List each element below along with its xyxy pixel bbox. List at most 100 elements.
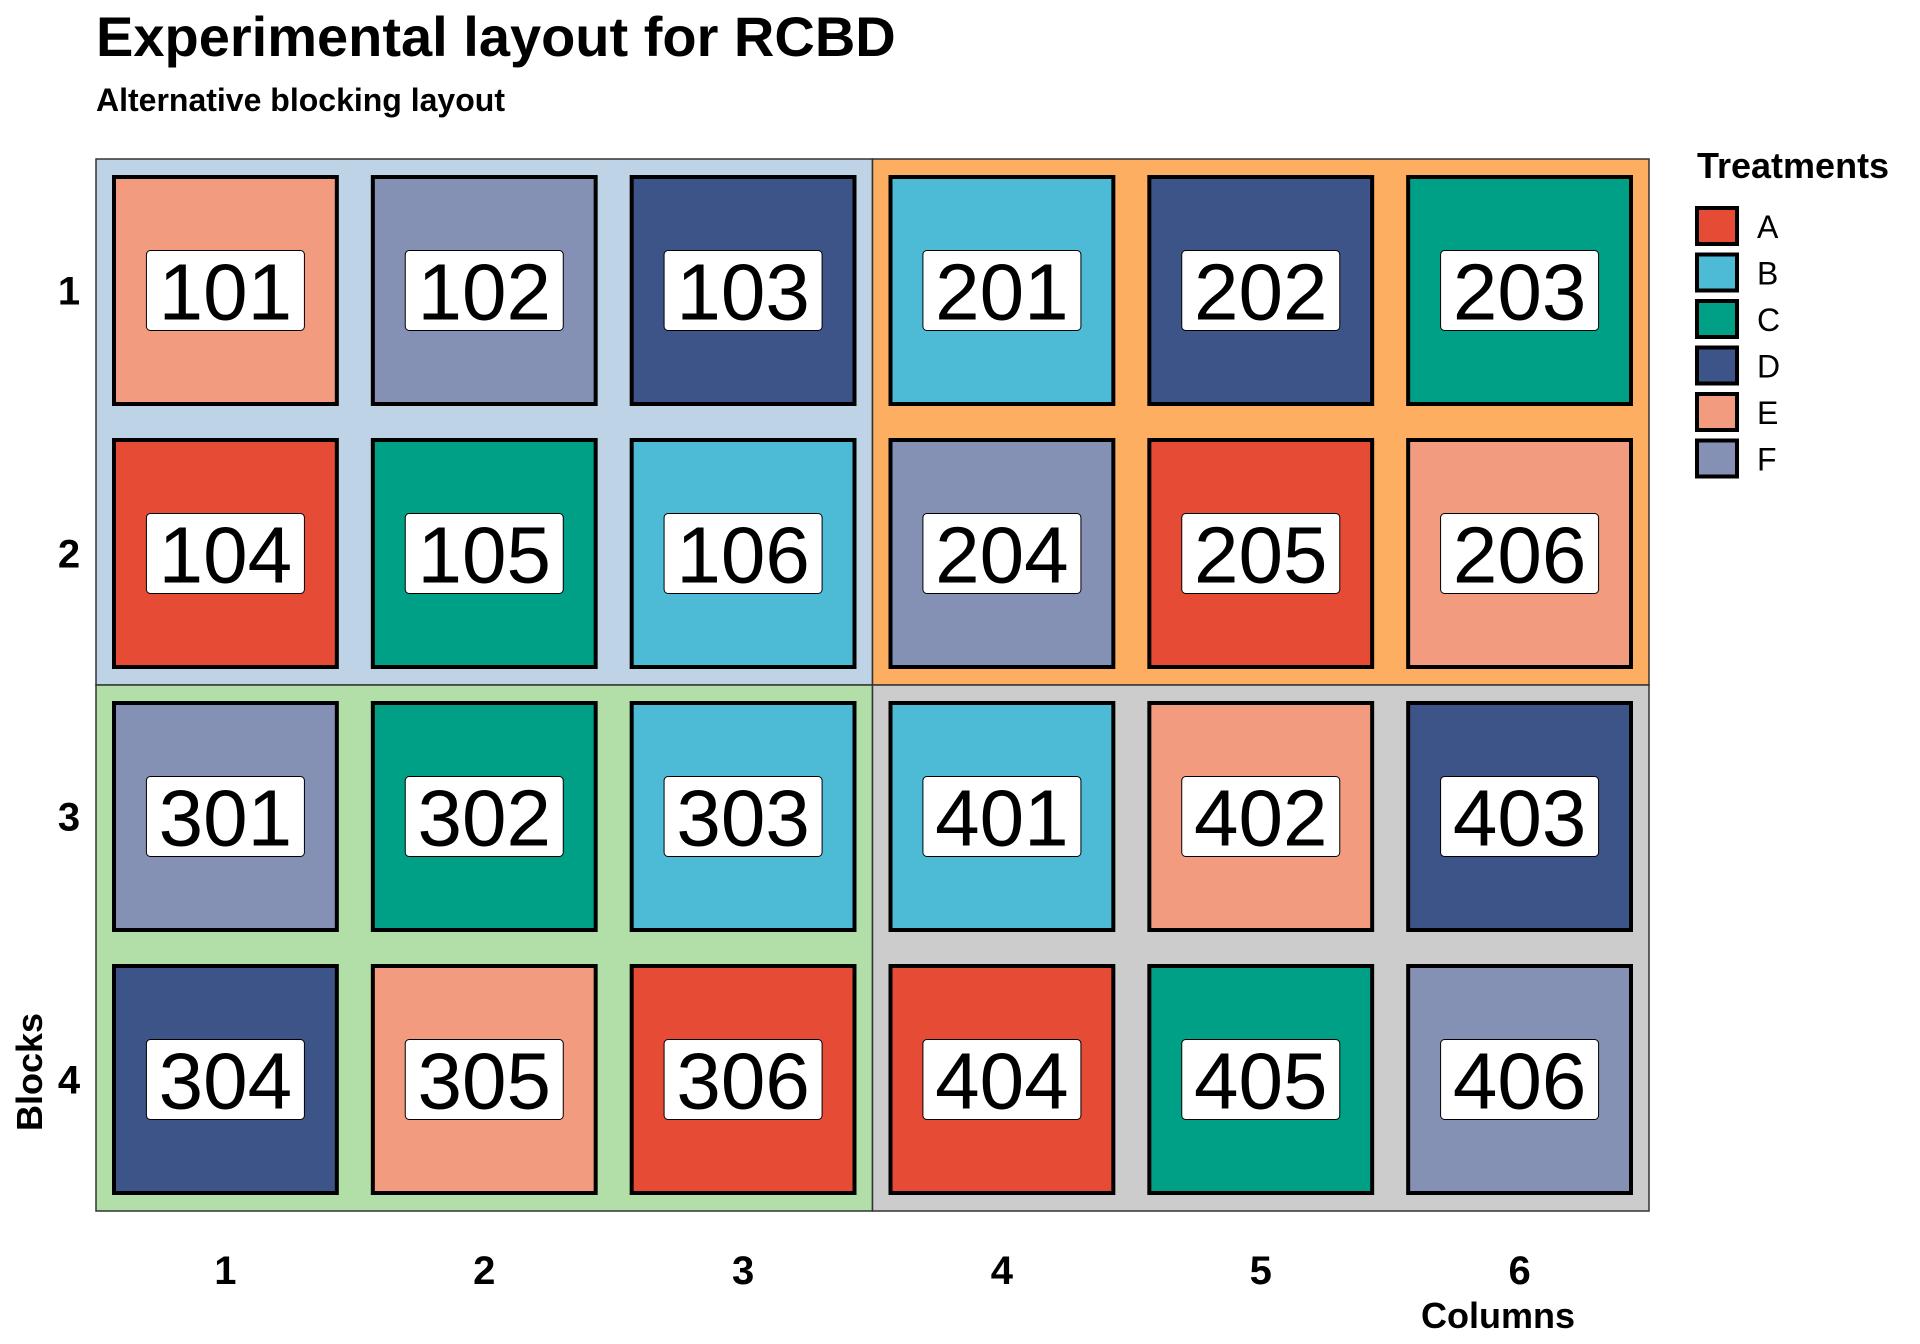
plot-104: 104 <box>112 438 339 669</box>
plot-label-box <box>663 250 823 331</box>
y-tick-label: 1 <box>58 270 80 314</box>
plot-label: 406 <box>1453 1037 1586 1126</box>
chart-subtitle: Alternative blocking layout <box>96 82 505 118</box>
plot-305: 305 <box>370 964 598 1195</box>
plot-label: 306 <box>676 1037 809 1126</box>
plot-label-box <box>663 776 823 857</box>
x-tick-label: 5 <box>1250 1249 1272 1293</box>
x-tick-label: 2 <box>473 1249 495 1293</box>
plot-label: 101 <box>159 248 292 337</box>
plot-label: 302 <box>418 774 551 863</box>
legend-label: C <box>1757 302 1780 338</box>
chart-title: Experimental layout for RCBD <box>96 5 896 68</box>
y-tick-label: 4 <box>58 1059 81 1103</box>
plot-102: 102 <box>370 175 598 406</box>
plot-label-box <box>404 1039 564 1120</box>
plot-label: 403 <box>1453 774 1586 863</box>
legend-item-f: F <box>1695 438 1777 479</box>
plot-205: 205 <box>1147 438 1375 669</box>
plot-label: 105 <box>418 511 551 600</box>
plot-label: 204 <box>935 511 1068 600</box>
plot-label-box <box>663 1039 823 1120</box>
legend-swatch <box>1695 345 1739 386</box>
plot-label: 103 <box>676 248 809 337</box>
plot-label: 201 <box>935 248 1068 337</box>
legend-title: Treatments <box>1697 145 1889 186</box>
plot-label: 203 <box>1453 248 1586 337</box>
plot-201: 201 <box>888 175 1116 406</box>
plot-label-box <box>404 513 564 594</box>
legend-label: D <box>1757 349 1780 385</box>
plot-label-box <box>404 776 564 857</box>
plot-101: 101 <box>112 175 339 406</box>
plot-label: 106 <box>676 511 809 600</box>
plot-402: 402 <box>1147 701 1375 932</box>
plot-405: 405 <box>1147 964 1375 1195</box>
plots-layer: 101 102 103 201 202 203 104 105 106 204 205 206 301 3… <box>112 175 1633 1195</box>
plot-label: 305 <box>418 1037 551 1126</box>
plot-label-box <box>145 1039 305 1120</box>
plot-label: 202 <box>1194 248 1327 337</box>
x-tick-label: 4 <box>991 1249 1014 1293</box>
y-tick-label: 2 <box>58 533 80 577</box>
x-tick-label: 3 <box>732 1249 754 1293</box>
legend-item-c: C <box>1695 299 1780 339</box>
legend-label: F <box>1757 442 1777 478</box>
x-axis-ticks: 1 2 3 4 5 6 <box>214 1249 1530 1293</box>
plot-label: 304 <box>159 1037 292 1126</box>
plot-label-box <box>922 776 1082 857</box>
plot-label: 104 <box>159 511 292 600</box>
legend-swatch <box>1695 438 1739 479</box>
legend-label: E <box>1757 395 1778 431</box>
plot-label-box <box>1440 1039 1600 1120</box>
plot-label-box <box>922 513 1082 594</box>
legend-label: A <box>1757 209 1779 245</box>
y-tick-label: 3 <box>58 796 80 840</box>
plot-label: 206 <box>1453 511 1586 600</box>
plot-203: 203 <box>1406 175 1633 406</box>
y-axis-label: Blocks <box>9 1013 50 1131</box>
legend-item-a: A <box>1695 206 1779 246</box>
legend-item-d: D <box>1695 345 1780 386</box>
legend-item-b: B <box>1695 252 1778 293</box>
legend-swatch <box>1695 206 1739 246</box>
plot-label-box <box>1440 513 1600 594</box>
plot-label-box <box>1440 776 1600 857</box>
plot-401: 401 <box>888 701 1116 932</box>
plot-label-box <box>145 250 305 331</box>
plot-label: 303 <box>676 774 809 863</box>
plot-label: 102 <box>418 248 551 337</box>
x-tick-label: 6 <box>1508 1249 1530 1293</box>
plot-303: 303 <box>629 701 857 932</box>
plot-306: 306 <box>629 964 857 1195</box>
plot-204: 204 <box>888 438 1116 669</box>
plot-label: 404 <box>935 1037 1068 1126</box>
plot-label: 402 <box>1194 774 1327 863</box>
plot-label-box <box>145 513 305 594</box>
plot-label-box <box>1181 776 1341 857</box>
x-axis-label: Columns <box>1421 1295 1575 1336</box>
legend-swatch <box>1695 299 1739 339</box>
plot-304: 304 <box>112 964 339 1195</box>
plot-label-box <box>1181 513 1341 594</box>
plot-202: 202 <box>1147 175 1375 406</box>
plot-label-box <box>145 776 305 857</box>
legend-swatch <box>1695 392 1739 432</box>
plot-103: 103 <box>629 175 857 406</box>
plot-label-box <box>1181 250 1341 331</box>
plot-label: 401 <box>935 774 1068 863</box>
legend-label: B <box>1757 256 1778 292</box>
plot-106: 106 <box>629 438 857 669</box>
plot-label-box <box>663 513 823 594</box>
plot-105: 105 <box>370 438 598 669</box>
plot-label-box <box>922 1039 1082 1120</box>
plot-206: 206 <box>1406 438 1633 669</box>
plot-403: 403 <box>1406 701 1633 932</box>
plot-406: 406 <box>1406 964 1633 1195</box>
plot-label: 301 <box>159 774 292 863</box>
plot-301: 301 <box>112 701 339 932</box>
legend-item-e: E <box>1695 392 1778 432</box>
